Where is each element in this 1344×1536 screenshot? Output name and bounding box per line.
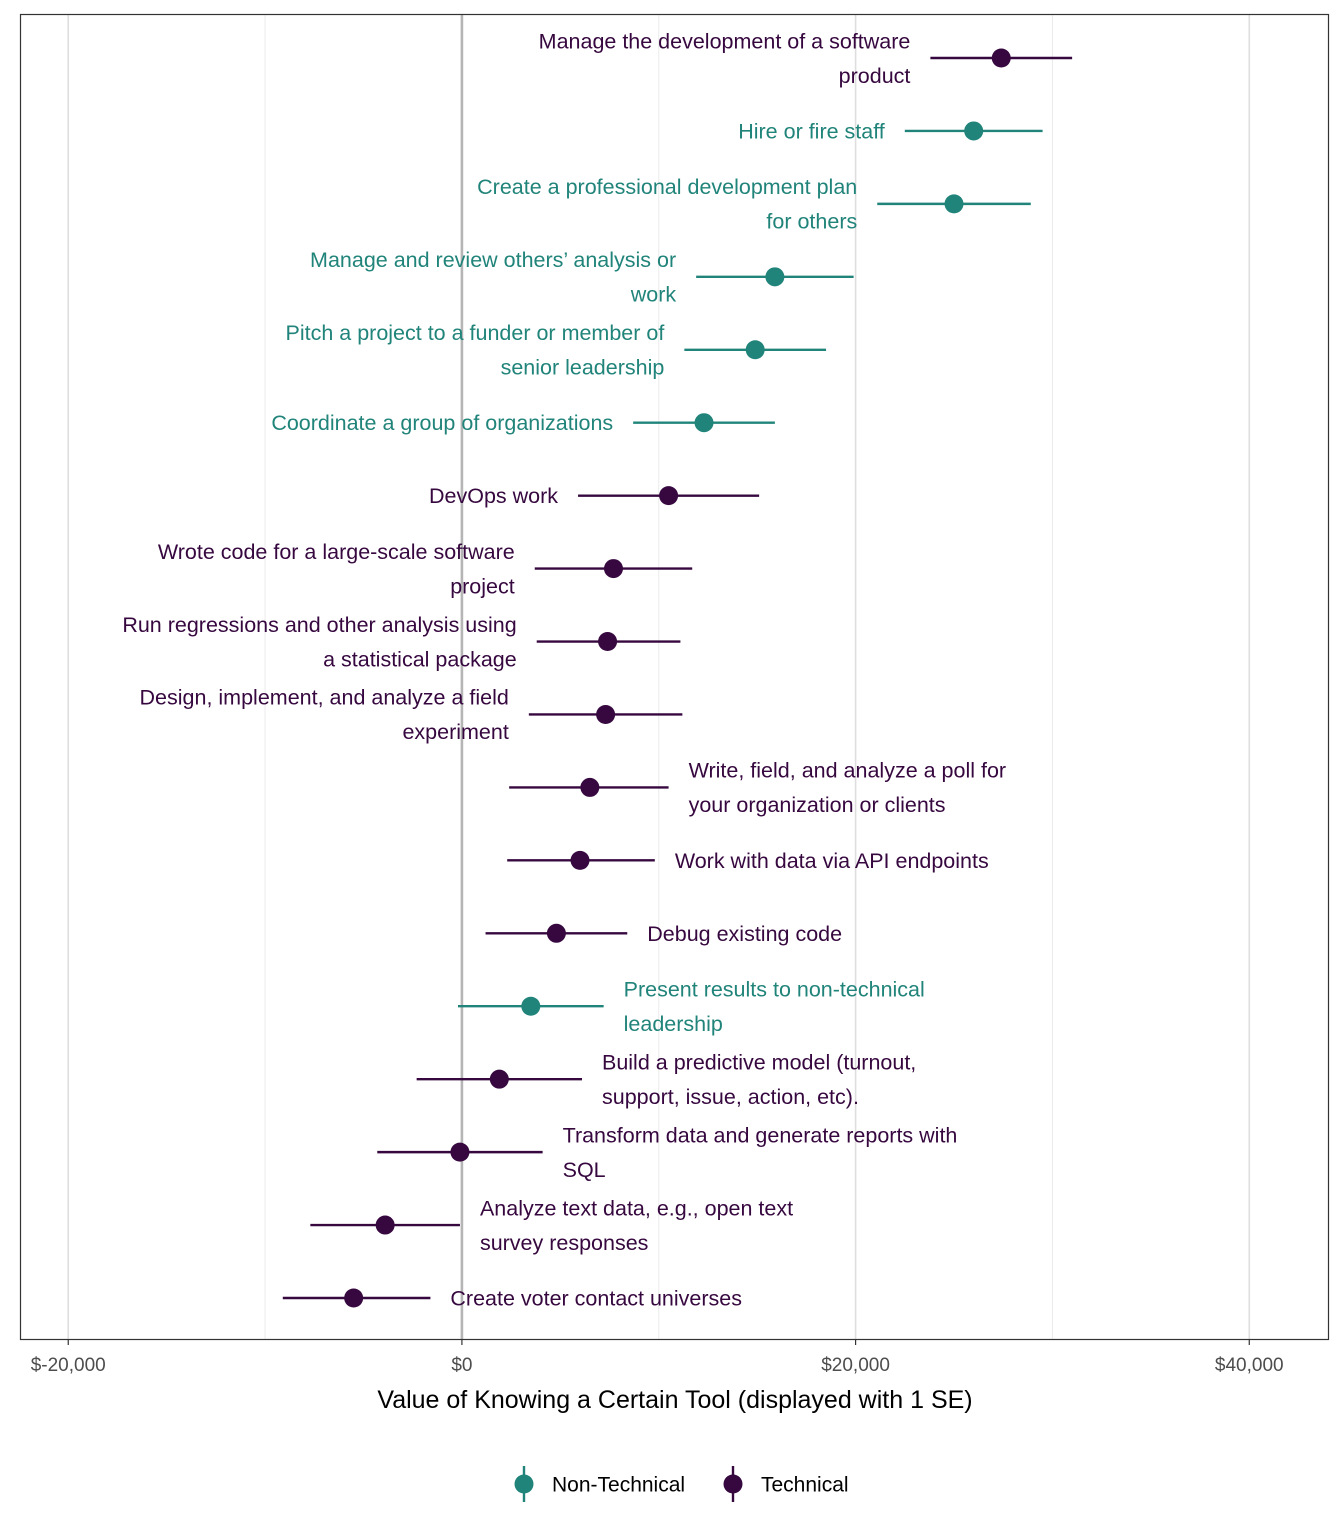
point-label: Pitch a project to a funder or member of…: [286, 321, 665, 380]
point-label-line: survey responses: [480, 1231, 648, 1255]
estimate-point: [344, 1288, 364, 1308]
point-label: Analyze text data, e.g., open text survey…: [480, 1196, 793, 1255]
point-label-line: Write, field, and analyze a poll for: [689, 759, 1007, 783]
estimate-point: [450, 1142, 470, 1162]
x-tick-label: $-20,000: [31, 1355, 106, 1376]
point-label-line: your organization or clients: [689, 793, 946, 817]
point-label-line: experiment: [402, 720, 508, 744]
x-tick-label: $20,000: [821, 1355, 890, 1376]
point-label-line: for others: [766, 210, 857, 234]
point-label: Wrote code for a large-scale software pro…: [158, 540, 515, 599]
estimate-point: [580, 777, 600, 797]
point-label-line: a statistical package: [323, 647, 517, 671]
estimate-point: [546, 923, 566, 943]
x-tick-label: $0: [451, 1355, 472, 1376]
point-label-line: Manage and review others’ analysis or: [310, 248, 676, 272]
point-label: Build a predictive model (turnout, suppor…: [602, 1050, 916, 1109]
estimate-point: [991, 48, 1011, 68]
point-label-line: Hire or fire staff: [738, 119, 885, 143]
legend-key-point: [723, 1474, 743, 1494]
point-label-line: Debug existing code: [647, 922, 842, 946]
point-label: Run regressions and other analysis using…: [122, 613, 516, 672]
point-label-line: Pitch a project to a funder or member of: [286, 321, 665, 345]
point-label-line: Run regressions and other analysis using: [122, 613, 516, 637]
estimate-point: [521, 996, 541, 1016]
estimate-point: [603, 559, 623, 579]
point-label-line: Build a predictive model (turnout,: [602, 1050, 916, 1074]
point-label-line: Manage the development of a software: [539, 29, 911, 53]
point-label-line: SQL: [563, 1158, 606, 1182]
point-label: Create a professional development plan fo…: [477, 175, 857, 234]
point-label-line: Work with data via API endpoints: [675, 849, 989, 873]
point-label-line: DevOps work: [429, 484, 558, 508]
estimate-point: [944, 194, 964, 214]
point-label-line: Create voter contact universes: [450, 1287, 742, 1311]
gridlines: [67, 15, 1251, 1339]
point-label: Coordinate a group of organizations: [271, 411, 613, 435]
point-label-line: Create a professional development plan: [477, 175, 857, 199]
estimate-point: [596, 704, 616, 724]
estimate-point: [964, 121, 984, 141]
estimate-point: [570, 850, 590, 870]
estimate-point: [489, 1069, 509, 1089]
point-label: Present results to non-technical leadersh…: [624, 977, 925, 1036]
x-axis-title: Value of Knowing a Certain Tool (display…: [377, 1386, 972, 1414]
point-label: Work with data via API endpoints: [675, 849, 989, 873]
point-label: DevOps work: [429, 484, 558, 508]
point-label-line: senior leadership: [501, 356, 665, 380]
estimate-point: [745, 340, 765, 360]
legend-key-point: [514, 1474, 534, 1494]
estimate-point: [598, 632, 618, 652]
point-label: Transform data and generate reports with…: [563, 1123, 958, 1182]
point-label-line: Wrote code for a large-scale software: [158, 540, 515, 564]
point-label: Manage the development of a software prod…: [539, 29, 911, 88]
x-tick-label: $40,000: [1215, 1355, 1284, 1376]
point-label: Hire or fire staff: [738, 119, 885, 143]
point-label-line: Present results to non-technical: [624, 977, 925, 1001]
point-label: Manage and review others’ analysis or wor…: [310, 248, 676, 307]
point-label: Design, implement, and analyze a field ex…: [140, 686, 509, 745]
legend: Non-Technical Technical: [514, 1466, 849, 1502]
point-label-line: product: [839, 64, 911, 88]
estimate-point: [765, 267, 785, 287]
estimate-point: [694, 413, 714, 433]
point-label-line: work: [630, 283, 677, 307]
legend-entry-label: Non-Technical: [552, 1474, 685, 1497]
point-label: Write, field, and analyze a poll for your…: [689, 759, 1007, 818]
point-label-line: Design, implement, and analyze a field: [140, 686, 509, 710]
point-label-line: leadership: [624, 1012, 723, 1036]
estimate-point: [659, 486, 679, 506]
panel-border: [19, 13, 1330, 1341]
estimate-point: [375, 1215, 395, 1235]
point-label-line: project: [450, 574, 515, 598]
point-label: Debug existing code: [647, 922, 842, 946]
point-label: Create voter contact universes: [450, 1287, 742, 1311]
point-label-line: Coordinate a group of organizations: [271, 411, 613, 435]
point-label-line: support, issue, action, etc).: [602, 1085, 859, 1109]
data-marks: Manage the development of a software prod…: [122, 29, 1073, 1311]
point-label-line: Analyze text data, e.g., open text: [480, 1196, 793, 1220]
point-label-line: Transform data and generate reports with: [563, 1123, 958, 1147]
x-axis: $-20,000 $0 $20,000 $40,000: [31, 1339, 1284, 1376]
legend-entry-label: Technical: [761, 1474, 849, 1497]
